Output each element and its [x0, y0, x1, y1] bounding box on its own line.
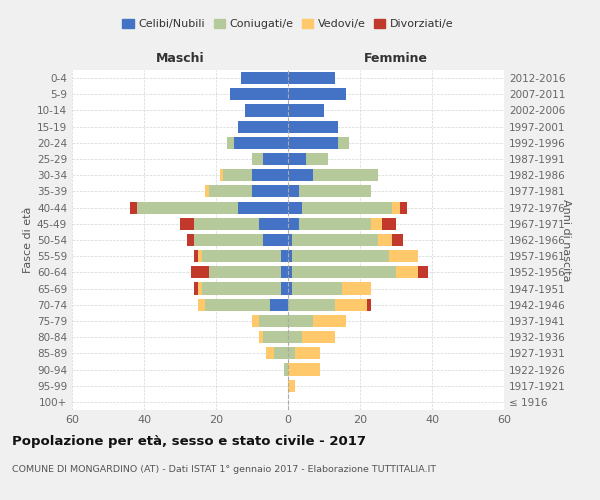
Bar [371, 218, 382, 230]
Bar [187, 234, 194, 246]
Bar [241, 72, 288, 84]
Bar [288, 120, 338, 132]
Bar [302, 331, 335, 343]
Bar [274, 348, 288, 360]
Bar [292, 234, 378, 246]
Y-axis label: Anni di nascita: Anni di nascita [561, 198, 571, 281]
Bar [284, 364, 288, 376]
Bar [281, 282, 288, 294]
Bar [295, 348, 320, 360]
Bar [335, 298, 367, 311]
Y-axis label: Fasce di età: Fasce di età [23, 207, 33, 273]
Bar [223, 169, 252, 181]
Bar [288, 202, 302, 213]
Bar [292, 250, 389, 262]
Bar [227, 137, 234, 149]
Bar [288, 331, 302, 343]
Bar [288, 104, 324, 117]
Bar [313, 315, 346, 327]
Bar [389, 250, 418, 262]
Bar [288, 380, 295, 392]
Bar [209, 266, 281, 278]
Bar [205, 186, 209, 198]
Bar [288, 250, 292, 262]
Bar [288, 153, 306, 165]
Bar [266, 348, 274, 360]
Bar [205, 298, 270, 311]
Bar [299, 218, 371, 230]
Bar [220, 169, 223, 181]
Bar [263, 153, 288, 165]
Bar [302, 202, 392, 213]
Bar [194, 250, 198, 262]
Bar [202, 250, 281, 262]
Bar [288, 298, 335, 311]
Bar [130, 202, 137, 213]
Bar [230, 88, 288, 101]
Bar [209, 186, 252, 198]
Bar [252, 169, 288, 181]
Bar [400, 202, 407, 213]
Bar [252, 153, 263, 165]
Bar [281, 250, 288, 262]
Text: COMUNE DI MONGARDINO (AT) - Dati ISTAT 1° gennaio 2017 - Elaborazione TUTTITALIA: COMUNE DI MONGARDINO (AT) - Dati ISTAT 1… [12, 465, 436, 474]
Bar [392, 234, 403, 246]
Bar [378, 234, 392, 246]
Bar [234, 137, 288, 149]
Bar [288, 72, 335, 84]
Bar [288, 218, 299, 230]
Bar [288, 282, 292, 294]
Bar [198, 250, 202, 262]
Bar [263, 234, 288, 246]
Bar [245, 104, 288, 117]
Text: Maschi: Maschi [155, 52, 205, 65]
Bar [367, 298, 371, 311]
Bar [292, 282, 342, 294]
Bar [288, 186, 299, 198]
Bar [288, 364, 320, 376]
Bar [259, 331, 263, 343]
Bar [288, 169, 313, 181]
Bar [180, 218, 194, 230]
Bar [252, 186, 288, 198]
Bar [194, 282, 198, 294]
Bar [288, 348, 295, 360]
Bar [396, 266, 418, 278]
Bar [418, 266, 428, 278]
Bar [288, 266, 292, 278]
Bar [202, 282, 281, 294]
Legend: Celibi/Nubili, Coniugati/e, Vedovi/e, Divorziati/e: Celibi/Nubili, Coniugati/e, Vedovi/e, Di… [118, 14, 458, 34]
Bar [270, 298, 288, 311]
Bar [191, 266, 209, 278]
Bar [288, 315, 313, 327]
Bar [306, 153, 328, 165]
Bar [342, 282, 371, 294]
Bar [288, 88, 346, 101]
Bar [137, 202, 238, 213]
Text: Femmine: Femmine [364, 52, 428, 65]
Bar [259, 218, 288, 230]
Bar [194, 218, 259, 230]
Bar [281, 266, 288, 278]
Bar [382, 218, 396, 230]
Bar [392, 202, 400, 213]
Bar [238, 202, 288, 213]
Bar [198, 298, 205, 311]
Text: Popolazione per età, sesso e stato civile - 2017: Popolazione per età, sesso e stato civil… [12, 435, 366, 448]
Bar [313, 169, 378, 181]
Bar [338, 137, 349, 149]
Bar [238, 120, 288, 132]
Bar [263, 331, 288, 343]
Bar [288, 137, 338, 149]
Bar [198, 282, 202, 294]
Bar [252, 315, 259, 327]
Bar [288, 234, 292, 246]
Bar [259, 315, 288, 327]
Bar [292, 266, 396, 278]
Bar [194, 234, 263, 246]
Bar [299, 186, 371, 198]
